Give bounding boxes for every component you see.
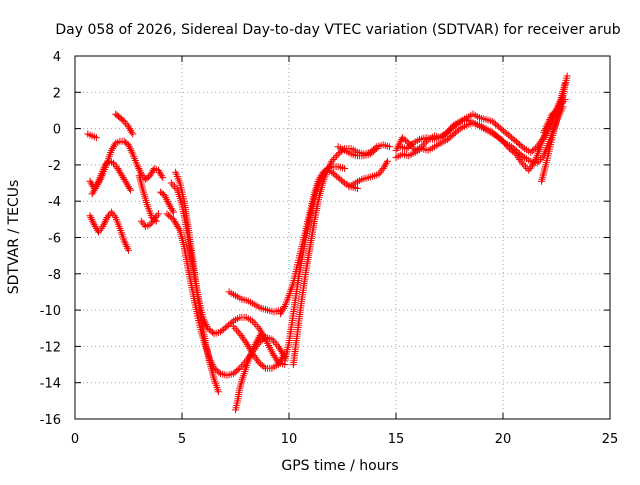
data-markers: [334, 143, 381, 160]
y-tick-label: 4: [53, 50, 61, 65]
data-markers: [281, 166, 361, 365]
series-track-2: [84, 130, 100, 142]
data-markers: [229, 322, 289, 372]
series-track-13: [232, 330, 265, 414]
axis-ticks: 0 5 10 15 20 25 -16 -14 -12 -10 -8 -6 -4 -2 0 2 4: [40, 50, 619, 447]
x-tick-label: 0: [71, 432, 79, 447]
y-tick-label: -10: [40, 304, 61, 319]
series-track-11: [172, 168, 222, 396]
data-markers: [540, 96, 569, 136]
y-tick-label: -6: [48, 232, 61, 247]
grid-lines: [75, 56, 610, 419]
data-markers: [345, 157, 391, 191]
series-track-8: [157, 188, 177, 216]
data-markers: [157, 188, 177, 216]
series-track-4: [86, 208, 132, 254]
x-tick-label: 20: [495, 432, 512, 447]
series-track-12: [225, 288, 284, 316]
chart-title: Day 058 of 2026, Sidereal Day-to-day VTE…: [55, 22, 620, 38]
x-tick-label: 10: [281, 432, 298, 447]
series-track-5: [88, 157, 135, 198]
y-tick-label: -14: [40, 377, 61, 392]
series-track-7: [137, 210, 162, 231]
x-tick-label: 25: [602, 432, 619, 447]
series-track-19: [345, 157, 391, 191]
y-tick-label: -16: [40, 413, 61, 428]
series-track-21: [392, 103, 567, 167]
series-track-16: [281, 166, 361, 365]
data-markers: [232, 330, 265, 414]
y-tick-label: 0: [53, 123, 61, 138]
x-tick-label: 5: [178, 432, 186, 447]
data-markers: [84, 130, 100, 142]
data-points: [84, 72, 571, 414]
data-markers: [112, 110, 137, 138]
data-markers: [86, 208, 132, 254]
y-tick-label: -4: [48, 195, 61, 210]
y-axis-label: SDTVAR / TECUs: [6, 180, 22, 295]
y-tick-label: -8: [48, 268, 61, 283]
data-markers: [225, 288, 284, 316]
x-tick-label: 15: [388, 432, 405, 447]
y-tick-label: -12: [40, 340, 61, 355]
series-track-6: [135, 172, 160, 225]
data-markers: [135, 172, 160, 225]
data-markers: [137, 210, 162, 231]
series-track-18: [334, 143, 381, 160]
y-tick-label: 2: [53, 86, 61, 101]
series-track-24: [540, 96, 569, 136]
series-track-14: [229, 322, 289, 372]
data-markers: [88, 157, 135, 198]
y-tick-label: -2: [48, 159, 61, 174]
data-markers: [392, 103, 567, 167]
series-track-3: [112, 110, 137, 138]
data-markers: [172, 168, 222, 396]
x-axis-label: GPS time / hours: [281, 458, 398, 474]
